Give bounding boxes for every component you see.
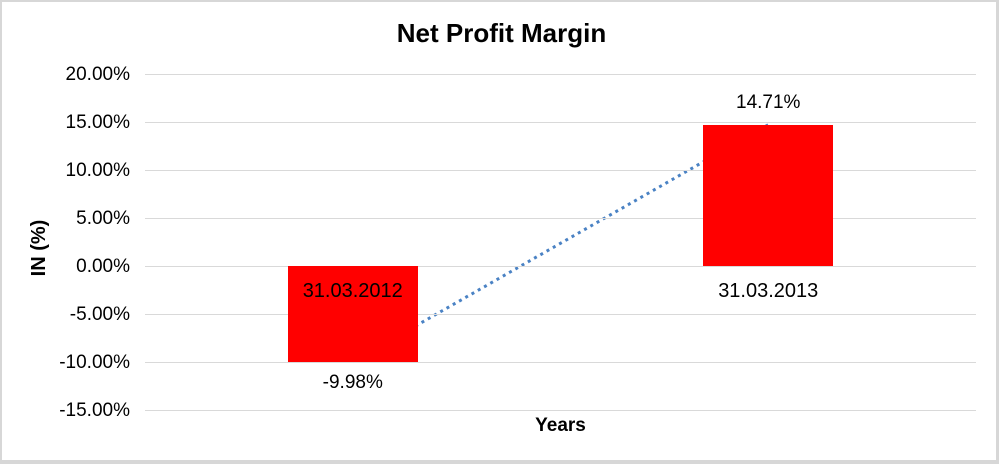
- y-axis-tick-label: 10.00%: [65, 159, 130, 181]
- bar-31.03.2013: [703, 124, 834, 266]
- gridline: [145, 409, 976, 411]
- category-label: 31.03.2012: [302, 280, 403, 302]
- category-label: 31.03.2013: [718, 280, 819, 302]
- gridline: [145, 265, 976, 267]
- x-axis-title: Years: [535, 415, 586, 436]
- gridline: [145, 217, 976, 219]
- y-axis-tick-label: 20.00%: [65, 63, 130, 85]
- data-label: 14.71%: [736, 91, 801, 113]
- data-label: -9.98%: [322, 371, 383, 393]
- bar-31.03.2012: [287, 266, 418, 362]
- gridline: [145, 73, 976, 75]
- gridline: [145, 313, 976, 315]
- y-axis-tick-label: -5.00%: [69, 303, 130, 325]
- y-axis-tick-label: 0.00%: [76, 255, 130, 277]
- y-axis-tick-label: -10.00%: [59, 351, 130, 373]
- gridline: [145, 169, 976, 171]
- gridline: [145, 361, 976, 363]
- y-axis-tick-label: -15.00%: [59, 399, 130, 421]
- y-axis-tick-label: 5.00%: [76, 207, 130, 229]
- gridline: [145, 121, 976, 123]
- y-axis-tick-label: 15.00%: [65, 111, 130, 133]
- chart-title: Net Profit Margin: [396, 18, 607, 48]
